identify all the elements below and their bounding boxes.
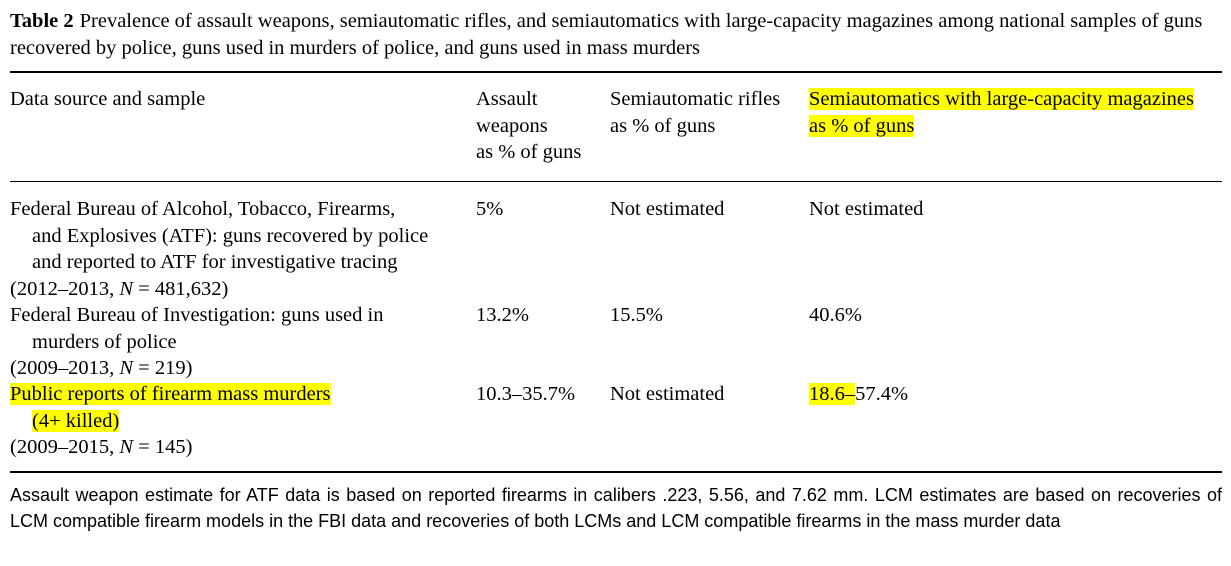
table-cell-lcm: Not estimated <box>809 198 924 220</box>
sample-info: (2009–2015, N = 145) <box>10 436 193 458</box>
table-cell-lcm: 40.6% <box>809 304 862 326</box>
top-rule <box>10 71 1222 73</box>
highlighted-header-line: Semiautomatics with large-capacity magaz… <box>809 88 1194 110</box>
header-lcm: Semiautomatics with large-capacity magaz… <box>809 86 1224 139</box>
header-semiautomatic-rifles: Semiautomatic rifles as % of guns <box>610 88 781 137</box>
table-cell-sr: 15.5% <box>610 304 663 326</box>
table-title: Prevalence of assault weapons, semiautom… <box>10 10 1203 59</box>
table-cell-sr: Not estimated <box>610 383 725 405</box>
table-cell-sr: Not estimated <box>610 198 725 220</box>
table-cell-aw: 5% <box>476 198 504 220</box>
highlighted-header-line: as % of guns <box>809 114 915 137</box>
bottom-rule <box>10 471 1222 473</box>
sample-info: (2012–2013, N = 481,632) <box>10 277 229 300</box>
highlighted-source-line: Public reports of firearm mass murders <box>10 383 331 405</box>
table-footnote: Assault weapon estimate for ATF data is … <box>10 485 1222 531</box>
header-rule <box>10 181 1222 182</box>
highlighted-value: 18.6– <box>809 383 856 405</box>
table-row-mass-murders-source: Public reports of firearm mass murders (… <box>10 381 465 461</box>
table-cell-aw: 13.2% <box>476 304 529 326</box>
table-row-atf-source: Federal Bureau of Alcohol, Tobacco, Fire… <box>10 196 465 302</box>
header-assault-weapons: Assault weapons as % of guns <box>476 88 582 163</box>
table-cell-lcm: 18.6–57.4% <box>809 383 909 405</box>
highlighted-source-line: (4+ killed) <box>32 409 120 432</box>
table-row-fbi-source: Federal Bureau of Investigation: guns us… <box>10 302 465 382</box>
sample-info: (2009–2013, N = 219) <box>10 357 193 379</box>
table-caption: Table 2 Prevalence of assault weapons, se… <box>10 8 1222 62</box>
table-cell-aw: 10.3–35.7% <box>476 383 576 405</box>
table-label: Table 2 <box>10 10 74 32</box>
header-data-source: Data source and sample <box>10 88 206 110</box>
